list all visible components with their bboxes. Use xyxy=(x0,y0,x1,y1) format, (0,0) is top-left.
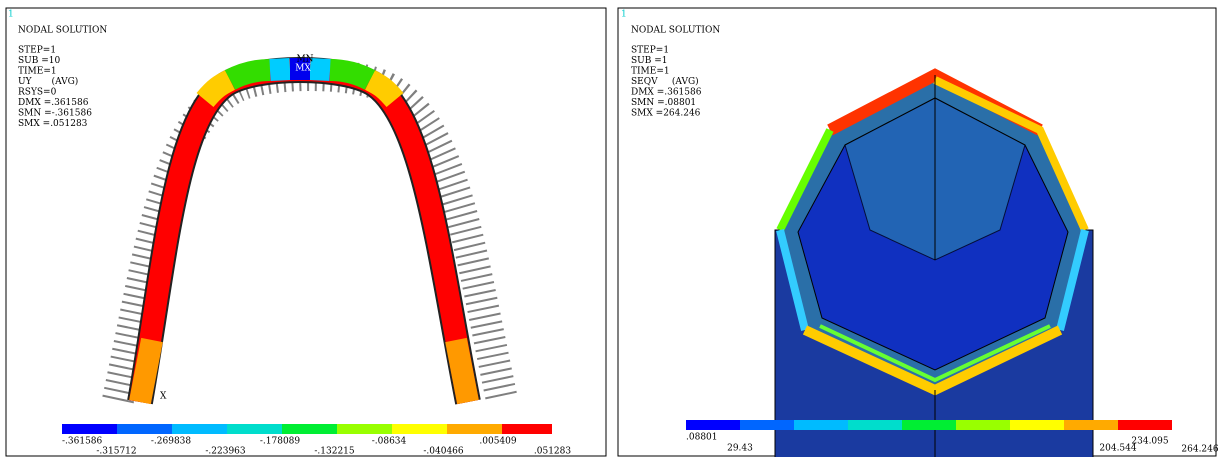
legend-label: -.315712 xyxy=(96,447,136,457)
info-line: SMX =.051283 xyxy=(18,119,88,129)
info-line: RSYS=0 xyxy=(18,88,57,98)
legend-label: -.269838 xyxy=(151,437,192,447)
info-line: DMX =.361586 xyxy=(18,98,89,108)
legend-label: -.361586 xyxy=(62,437,103,447)
legend-bar-right xyxy=(686,420,1172,430)
legend-label: .005409 xyxy=(479,437,516,447)
info-line: SMN =.08801 xyxy=(631,98,696,108)
marker: MX xyxy=(295,64,311,74)
info-line: SMN =-.361586 xyxy=(18,109,92,119)
info-line: TIME=1 xyxy=(18,67,57,77)
legend-bar-left xyxy=(62,424,552,434)
panel-title: NODAL SOLUTION xyxy=(18,26,107,36)
info-line: STEP=1 xyxy=(631,46,669,56)
screenshot: 1NODAL SOLUTIONSTEP=1SUB =10TIME=1UY (AV… xyxy=(0,0,1218,457)
info-line: SUB =1 xyxy=(631,56,668,66)
info-line: UY (AVG) xyxy=(18,76,78,87)
legend-label: 29.43 xyxy=(727,444,753,454)
legend-label: .051283 xyxy=(534,447,571,457)
info-line: STEP=1 xyxy=(18,46,56,56)
info-line: DMX =.361586 xyxy=(631,88,702,98)
legend-label: 234.095 xyxy=(1131,437,1168,447)
corner-label: 1 xyxy=(8,10,14,20)
info-line: TIME=1 xyxy=(631,67,670,77)
info-line: SMX =264.246 xyxy=(631,109,701,119)
legend-label: -.223963 xyxy=(205,447,246,457)
legend-label: -.132215 xyxy=(314,447,355,457)
panel-title: NODAL SOLUTION xyxy=(631,26,720,36)
legend-label: -.040466 xyxy=(423,447,464,457)
legend-label: .08801 xyxy=(686,433,718,443)
legend-label: -.178089 xyxy=(260,437,301,447)
legend-label: -.08634 xyxy=(372,437,407,447)
legend-label: 264.246 xyxy=(1181,445,1218,455)
info-line: SUB =10 xyxy=(18,56,60,66)
corner-label: 1 xyxy=(621,10,627,20)
axis-label: X xyxy=(160,392,167,402)
info-line: SEQV (AVG) xyxy=(631,76,699,87)
